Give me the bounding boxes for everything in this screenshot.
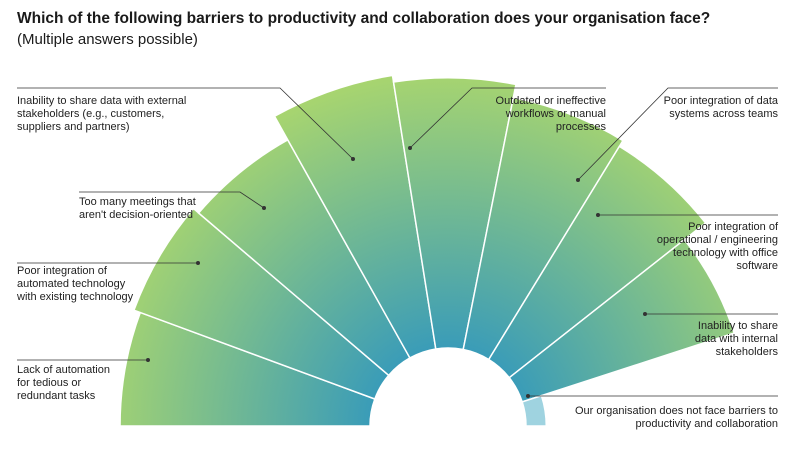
- bar-6: [462, 96, 624, 361]
- chart-subtitle: (Multiple answers possible): [17, 31, 198, 48]
- bar-5: [392, 77, 517, 351]
- bar-7: [487, 145, 707, 379]
- bar-label-3: Too many meetings that aren't decision-or…: [79, 196, 196, 221]
- leader-dot-5: [408, 146, 412, 150]
- leader-dot-7: [596, 213, 600, 217]
- bar-9: [521, 394, 548, 427]
- chart-title: Which of the following barriers to produ…: [17, 10, 711, 27]
- bar-label-4: Inability to share data with external sta…: [17, 95, 186, 133]
- leader-dot-6: [576, 178, 580, 182]
- leader-line-5: [409, 87, 606, 149]
- labels-group: Lack of automation for tedious or redundan…: [16, 95, 779, 430]
- bar-label-6: Poor integration of data systems across t…: [664, 95, 779, 120]
- leader-line-4: [17, 87, 354, 160]
- leader-dot-9: [526, 394, 530, 398]
- bar-1: [119, 311, 376, 427]
- leader-dot-1: [146, 358, 150, 362]
- leader-dot-2: [196, 261, 200, 265]
- leader-dot-8: [643, 312, 647, 316]
- bar-8: [508, 238, 736, 403]
- bar-4: [273, 74, 437, 359]
- bar-label-5: Outdated or ineffective workflows or manu…: [496, 95, 607, 133]
- bar-label-9: Our organisation does not face barriers …: [575, 405, 778, 430]
- bar-label-7: Poor integration of operational / enginee…: [657, 221, 779, 272]
- bar-label-2: Poor integration of automated technology w…: [16, 265, 134, 303]
- leader-dot-3: [262, 206, 266, 210]
- leader-line-6: [577, 87, 778, 181]
- bar-label-8: Inability to share data with internal stak…: [695, 320, 779, 358]
- leader-line-3: [79, 191, 265, 209]
- bar-3: [197, 138, 411, 377]
- bar-2: [132, 207, 390, 400]
- leader-dot-4: [351, 157, 355, 161]
- leader-lines-group: [17, 87, 778, 398]
- bars-group: [119, 74, 736, 427]
- bar-label-1: Lack of automation for tedious or redundan…: [17, 364, 110, 402]
